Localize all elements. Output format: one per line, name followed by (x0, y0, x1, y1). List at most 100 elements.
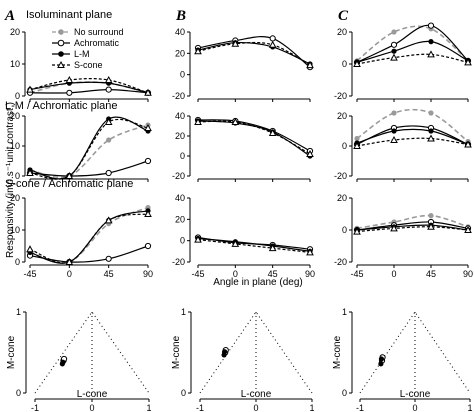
m-tick-label: 0 (16, 388, 21, 398)
data-point-s-cone (427, 50, 435, 58)
data-point-s-cone (65, 171, 74, 179)
l-cone-label: L-cone (241, 389, 272, 400)
data-point-s-cone (65, 75, 74, 83)
data-point-s-cone (353, 141, 361, 149)
series-line-achromatic (29, 245, 149, 263)
y-tick-label: 0 (15, 171, 20, 181)
legend-marker-no-surround (58, 29, 64, 35)
series-line-s-cone (197, 41, 311, 66)
m-tick-label: 0 (342, 388, 347, 398)
x-tick-label: -45 (23, 269, 36, 279)
m-tick-label: 1 (181, 307, 186, 317)
legend-label-lm: L-M (74, 49, 90, 59)
x-tick-label: 45 (268, 269, 278, 279)
y-tick-label: 0 (180, 236, 185, 246)
data-point-s-cone (390, 53, 398, 61)
series-line-s-cone (29, 78, 149, 94)
series-line-l-m (356, 40, 469, 63)
data-point-s-cone (194, 235, 202, 243)
y-tick-label: 0 (342, 59, 347, 69)
y-tick-label: 20 (10, 111, 20, 121)
series-line-l-m (29, 81, 149, 94)
data-point-achromatic (144, 157, 152, 165)
series-line-no-surround (356, 108, 469, 143)
panel-b2: -20 0 20 40 (172, 111, 314, 182)
y-tick-label: 0 (15, 257, 20, 267)
data-point-s-cone (104, 117, 113, 125)
series-line-achromatic (356, 24, 469, 63)
l-cone-label: L-cone (400, 389, 431, 400)
panel-c3: -20 0 20 -45 0 45 90 (334, 193, 473, 279)
data-point-s-cone (306, 61, 314, 69)
x-axis-label: Angle in plane (deg) (213, 277, 303, 288)
l-tick-label: -1 (356, 403, 364, 412)
series-line-l-m (197, 41, 311, 65)
data-point-achromatic (105, 169, 112, 177)
x-tick-label: 45 (426, 269, 436, 279)
m-tick-label: 0 (181, 388, 186, 398)
data-point-s-cone (306, 149, 314, 157)
y-tick-label: 10 (10, 141, 20, 151)
y-tick-label: 20 (175, 214, 185, 224)
series-line-s-cone (356, 53, 469, 65)
data-point-s-cone (306, 248, 314, 256)
data-point-s-cone (231, 39, 240, 47)
data-point-no-surround (391, 29, 397, 35)
y-tick-label: 0 (15, 91, 20, 101)
series-line-achromatic (356, 125, 469, 146)
y-axis-label: Responsivity (imp.s⁻¹unit contrast ) (5, 102, 16, 258)
x-tick-label: 90 (143, 269, 153, 279)
l-tick-label: 1 (309, 403, 314, 412)
cone-point (60, 359, 66, 365)
column-label-c: C (338, 8, 349, 24)
y-tick-label: -20 (334, 171, 347, 181)
y-tick-label: -20 (334, 257, 347, 267)
series-line-no-surround (29, 124, 149, 179)
cone-plot-1: 0 1 -1 0 1 L-cone M-cone (6, 307, 152, 412)
series-line-no-surround (356, 25, 469, 62)
m-tick-label: 1 (342, 307, 347, 317)
y-tick-label: 20 (337, 193, 347, 203)
series-line-no-surround (356, 214, 469, 230)
y-tick-label: 0 (342, 225, 347, 235)
cone-plot-2: 0 1 -1 0 1 L-cone M-cone (171, 307, 315, 412)
series-line-achromatic (356, 221, 469, 231)
l-tick-label: 0 (89, 403, 94, 412)
row-title-lm-achromatic: L-M / Achromatic plane (5, 100, 118, 112)
legend-marker-achromatic (57, 39, 65, 47)
data-point-s-cone (231, 239, 240, 247)
legend: No surround Achromatic L-M S-cone (52, 27, 124, 70)
data-point-no-surround (428, 110, 434, 116)
legend-label-s-cone: S-cone (74, 60, 103, 70)
m-cone-label: M-cone (171, 335, 182, 369)
data-point-l-m (428, 39, 434, 45)
series-line-s-cone (197, 239, 311, 253)
x-tick-label: 0 (233, 269, 238, 279)
y-tick-label: -20 (172, 257, 185, 267)
data-point-s-cone (65, 257, 74, 265)
series-line-l-m (356, 128, 469, 146)
series-line-achromatic (29, 88, 149, 94)
data-point-s-cone (390, 224, 398, 232)
data-point-achromatic (427, 22, 435, 29)
legend-label-achromatic: Achromatic (74, 38, 120, 48)
y-tick-label: 10 (10, 59, 20, 69)
series-line-s-cone (356, 226, 469, 233)
data-point-s-cone (353, 227, 361, 235)
data-point-achromatic (390, 41, 398, 48)
y-tick-label: 20 (175, 48, 185, 58)
l-tick-label: 0 (253, 403, 258, 412)
x-tick-label: 0 (391, 269, 396, 279)
data-point-s-cone (104, 216, 113, 224)
data-point-no-surround (106, 137, 112, 143)
data-point-s-cone (353, 59, 361, 67)
y-tick-label: 10 (10, 225, 20, 235)
series-line-s-cone (356, 137, 469, 147)
legend-marker-lm (58, 51, 64, 57)
data-point-s-cone (268, 244, 277, 252)
l-tick-label: -1 (196, 403, 204, 412)
panel-c1: -20 0 20 (334, 22, 472, 102)
y-tick-label: 20 (337, 27, 347, 37)
